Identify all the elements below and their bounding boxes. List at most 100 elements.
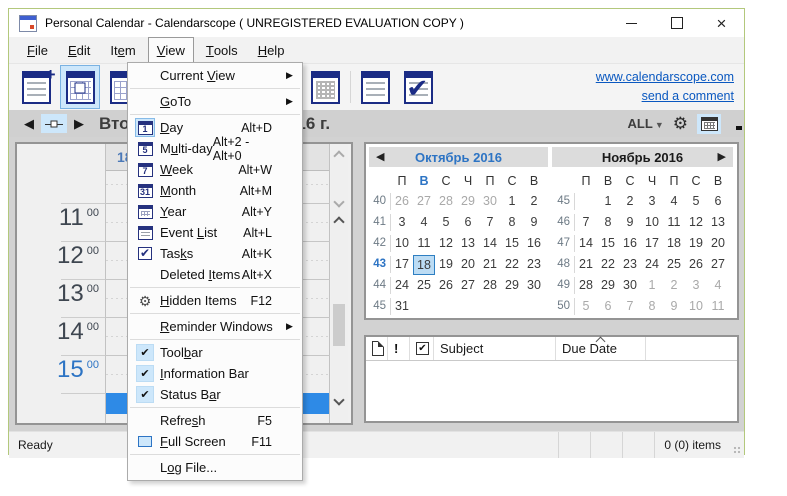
day-cell-31[interactable]: 31 xyxy=(395,299,409,313)
day-cell-26[interactable]: 26 xyxy=(689,257,703,271)
minimize-button[interactable] xyxy=(609,9,654,37)
scroll-prev-icon[interactable] xyxy=(333,216,345,228)
day-cell-25[interactable]: 25 xyxy=(667,257,681,271)
scroll-down-icon[interactable] xyxy=(333,196,345,208)
day-cell-4[interactable]: 4 xyxy=(420,215,428,229)
day-cell-21[interactable]: 21 xyxy=(579,257,593,271)
day-cell-13[interactable]: 13 xyxy=(711,215,725,229)
day-cell-2[interactable]: 2 xyxy=(626,194,634,208)
menu-item-toolbar[interactable]: ✔ Toolbar xyxy=(128,342,302,363)
day-cell-13[interactable]: 13 xyxy=(461,236,475,250)
day-cell-27[interactable]: 27 xyxy=(417,194,431,208)
day-cell-21[interactable]: 21 xyxy=(483,257,497,271)
day-cell-7[interactable]: 7 xyxy=(582,215,590,229)
day-cell-20[interactable]: 20 xyxy=(711,236,725,250)
menu-item[interactable]: It e m xyxy=(110,42,136,58)
page-column-header[interactable] xyxy=(366,337,388,360)
day-cell-26[interactable]: 26 xyxy=(439,278,453,292)
day-cell-6[interactable]: 6 xyxy=(464,215,472,229)
day-cell-4[interactable]: 4 xyxy=(714,278,722,292)
day-cell-3[interactable]: 3 xyxy=(648,194,656,208)
day-cell-1[interactable]: 1 xyxy=(508,194,516,208)
menu-item-full-screen[interactable]: Full Screen F11 xyxy=(128,431,302,452)
menu-item-information-bar[interactable]: ✔ Information Bar xyxy=(128,363,302,384)
day-cell-6[interactable]: 6 xyxy=(714,194,722,208)
day-cell-18[interactable]: 18 xyxy=(413,254,435,275)
day-cell-1[interactable]: 1 xyxy=(604,194,612,208)
day-view-button[interactable] xyxy=(60,65,100,109)
menu-item-log-file[interactable]: Log File... xyxy=(128,457,302,478)
day-cell-9[interactable]: 9 xyxy=(530,215,538,229)
menu-item-status-bar[interactable]: ✔ Status Bar xyxy=(128,384,302,405)
day-cell-16[interactable]: 16 xyxy=(623,236,637,250)
due-date-column-header[interactable]: Due Date xyxy=(556,336,646,360)
day-cell-27[interactable]: 27 xyxy=(711,257,725,271)
day-cell-3[interactable]: 3 xyxy=(692,278,700,292)
day-cell-12[interactable]: 12 xyxy=(689,215,703,229)
day-cell-8[interactable]: 8 xyxy=(648,299,656,313)
day-cell-3[interactable]: 3 xyxy=(398,215,406,229)
menu-item-event-list[interactable]: Event List Alt+L xyxy=(128,222,302,243)
day-cell-24[interactable]: 24 xyxy=(395,278,409,292)
day-scrollbar[interactable] xyxy=(331,144,348,423)
menu-item-year[interactable]: Year Alt+Y xyxy=(128,201,302,222)
day-cell-17[interactable]: 17 xyxy=(395,257,409,271)
send-comment-link[interactable]: send a comment xyxy=(641,89,734,104)
day-cell-2[interactable]: 2 xyxy=(530,194,538,208)
day-cell-20[interactable]: 20 xyxy=(461,257,475,271)
event-list-button[interactable] xyxy=(355,65,395,109)
day-cell-2[interactable]: 2 xyxy=(670,278,678,292)
day-cell-22[interactable]: 22 xyxy=(601,257,615,271)
day-cell-10[interactable]: 10 xyxy=(645,215,659,229)
scrollbar-thumb[interactable] xyxy=(333,304,345,346)
day-cell-9[interactable]: 9 xyxy=(626,215,634,229)
day-cell-15[interactable]: 15 xyxy=(505,236,519,250)
menu-item-reminder-windows[interactable]: Reminder Windows ▶ xyxy=(128,316,302,337)
tasks-button[interactable]: ✔ xyxy=(398,65,438,109)
day-cell-23[interactable]: 23 xyxy=(623,257,637,271)
day-cell-29[interactable]: 29 xyxy=(601,278,615,292)
day-cell-9[interactable]: 9 xyxy=(670,299,678,313)
day-cell-19[interactable]: 19 xyxy=(689,236,703,250)
menu-item-multi-day[interactable]: 5 Multi-day Alt+2 - Alt+0 xyxy=(128,135,302,163)
month-band-october[interactable]: ◀ Октябрь 2016 xyxy=(369,147,548,167)
day-cell-23[interactable]: 23 xyxy=(527,257,541,271)
day-cell-16[interactable]: 16 xyxy=(527,236,541,250)
day-cell-11[interactable]: 11 xyxy=(417,236,431,250)
day-cell-30[interactable]: 30 xyxy=(623,278,637,292)
day-cell-12[interactable]: 12 xyxy=(439,236,453,250)
day-cell-28[interactable]: 28 xyxy=(483,278,497,292)
day-cell-6[interactable]: 6 xyxy=(604,299,612,313)
day-cell-24[interactable]: 24 xyxy=(645,257,659,271)
resize-grip[interactable] xyxy=(730,432,744,458)
today-button[interactable] xyxy=(41,114,67,133)
day-cell-1[interactable]: 1 xyxy=(648,278,656,292)
day-cell-10[interactable]: 10 xyxy=(395,236,409,250)
day-cell-19[interactable]: 19 xyxy=(439,257,453,271)
maximize-button[interactable] xyxy=(654,9,699,37)
next-month-icon[interactable]: ▶ xyxy=(717,151,726,163)
day-cell-11[interactable]: 11 xyxy=(667,215,681,229)
menu-item-day[interactable]: 1 Day Alt+D xyxy=(128,117,302,138)
close-button[interactable]: × xyxy=(699,9,744,37)
options-button[interactable]: ⚙ xyxy=(673,115,688,132)
scroll-next-icon[interactable] xyxy=(333,394,345,406)
month-band-november[interactable]: Ноябрь 2016 ▶ xyxy=(552,147,733,167)
day-cell-28[interactable]: 28 xyxy=(439,194,453,208)
day-cell-27[interactable]: 27 xyxy=(461,278,475,292)
day-cell-4[interactable]: 4 xyxy=(670,194,678,208)
day-cell-11[interactable]: 11 xyxy=(711,299,725,313)
day-cell-5[interactable]: 5 xyxy=(442,215,450,229)
filter-dropdown[interactable]: ALL ▼ xyxy=(627,116,664,131)
day-cell-26[interactable]: 26 xyxy=(395,194,409,208)
day-cell-14[interactable]: 14 xyxy=(579,236,593,250)
day-cell-22[interactable]: 22 xyxy=(505,257,519,271)
prev-day-button[interactable]: ◀ xyxy=(19,116,39,132)
day-cell-29[interactable]: 29 xyxy=(505,278,519,292)
menu-item-tasks[interactable]: Tasks Alt+K xyxy=(128,243,302,264)
complete-column-header[interactable]: ✔ xyxy=(410,337,434,360)
new-event-button[interactable]: + xyxy=(16,65,56,109)
